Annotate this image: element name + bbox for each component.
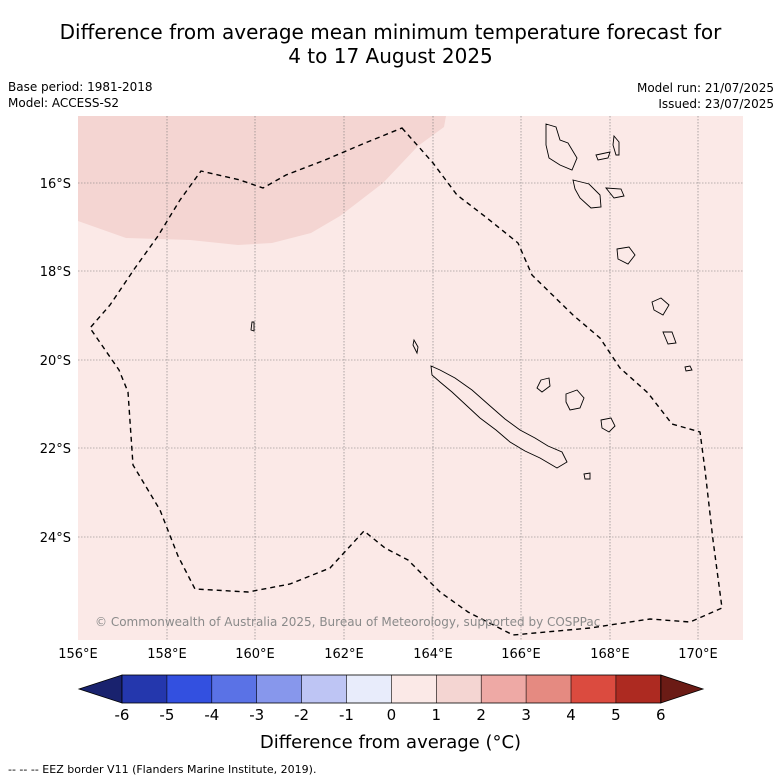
- land: [250, 123, 693, 480]
- malekula: [572, 179, 602, 209]
- model-name: Model: ACCESS-S2: [8, 96, 120, 110]
- colorbar-tick-label: 5: [611, 706, 621, 724]
- colorbar-tick-label: 6: [656, 706, 666, 724]
- lat-label-18s: 18°S: [40, 265, 71, 280]
- lat-label-24s: 24°S: [40, 531, 71, 546]
- efate: [616, 246, 636, 265]
- issued-date: Issued: 23/07/2025: [658, 97, 774, 111]
- copyright-notice: © Commonwealth of Australia 2025, Bureau…: [95, 615, 600, 629]
- colorbar-bin: [122, 675, 167, 703]
- colorbar-tick-label: -1: [339, 706, 354, 724]
- ambae: [595, 151, 611, 161]
- colorbar: -6 -5 -4 -3 -2 -1 0 1 2 3 4 5 6: [77, 674, 705, 724]
- colorbar-tick-label: -4: [204, 706, 219, 724]
- colorbar-bin: [166, 675, 212, 703]
- lon-label-160e: 160°E: [235, 647, 275, 662]
- colorbar-tick-label: 0: [387, 706, 397, 724]
- colorbar-bin: [436, 675, 482, 703]
- colorbar-bin: [526, 675, 571, 703]
- colorbar-bin: [391, 675, 437, 703]
- colorbar-bin: [301, 675, 347, 703]
- colorbar-tick-label: 2: [476, 706, 486, 724]
- colorbar-tick-label: -5: [159, 706, 174, 724]
- colorbar-tick-label: 4: [566, 706, 576, 724]
- ouvea-island: [536, 377, 551, 393]
- colorbar-tick-label: -2: [294, 706, 309, 724]
- mare-island: [600, 417, 616, 433]
- colorbar-bin: [481, 675, 527, 703]
- colorbar-tick-label: 1: [432, 706, 442, 724]
- colorbar-bin: [256, 675, 302, 703]
- erromango: [651, 297, 670, 316]
- aneityum: [684, 365, 693, 372]
- lon-label-166e: 166°E: [501, 647, 541, 662]
- lifou-island: [565, 389, 585, 411]
- lat-label-20s: 20°S: [40, 354, 71, 369]
- ambrym: [605, 187, 625, 199]
- eez-footnote: -- -- -- EEZ border V11 (Flanders Marine…: [8, 763, 317, 776]
- lon-label-158e: 158°E: [147, 647, 187, 662]
- colorbar-bin: [346, 675, 392, 703]
- colorbar-extend-high: [660, 674, 705, 704]
- colorbar-bin: [211, 675, 257, 703]
- lon-label-162e: 162°E: [324, 647, 364, 662]
- colorbar-bin: [571, 675, 616, 703]
- lon-label-164e: 164°E: [413, 647, 453, 662]
- map-title-line2: 4 to 17 August 2025: [288, 44, 493, 68]
- belep-island: [412, 338, 419, 355]
- tanna: [662, 331, 677, 345]
- base-period: Base period: 1981-2018: [8, 80, 153, 94]
- lon-label-156e: 156°E: [58, 647, 98, 662]
- pentecost: [612, 134, 620, 156]
- colorbar-tick-label: -3: [249, 706, 264, 724]
- isle-of-pines: [583, 472, 591, 480]
- lat-label-16s: 16°S: [40, 177, 71, 192]
- model-run: Model run: 21/07/2025: [636, 81, 774, 95]
- new-caledonia-island: [430, 365, 568, 469]
- lon-label-168e: 168°E: [590, 647, 630, 662]
- colorbar-bin: [615, 675, 661, 703]
- espiritu-santo: [545, 123, 578, 171]
- gridlines: [78, 116, 743, 640]
- chesterfield-isle: [250, 321, 255, 332]
- map-title-line1: Difference from average mean minimum tem…: [59, 20, 722, 44]
- colorbar-extend-low: [77, 674, 123, 704]
- colorbar-tick-label: 3: [521, 706, 531, 724]
- colorbar-tick-label: -6: [115, 706, 130, 724]
- colorbar-label: Difference from average (°C): [259, 732, 522, 753]
- lon-label-170e: 170°E: [678, 647, 718, 662]
- lat-label-22s: 22°S: [40, 442, 71, 457]
